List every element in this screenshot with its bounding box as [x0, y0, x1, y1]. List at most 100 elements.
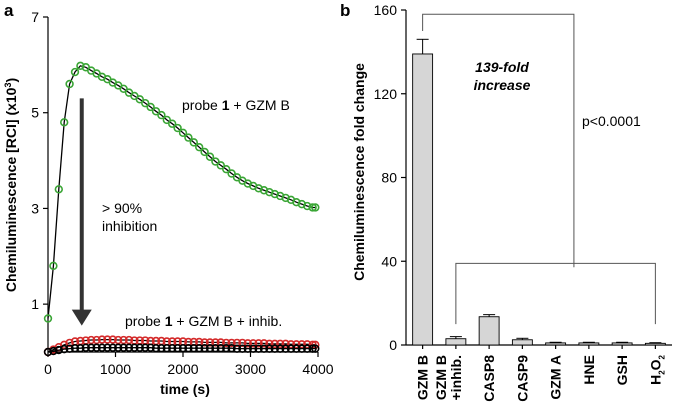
data-point-black: [92, 343, 101, 352]
panel-b-category-label: CASP9: [514, 355, 530, 402]
data-point-red: [249, 339, 258, 348]
data-point-red: [92, 335, 101, 345]
data-point-black: [168, 343, 177, 353]
category-label-line: H2O2: [647, 354, 666, 384]
panel-a-label: a: [4, 1, 14, 20]
data-point-green: [59, 118, 69, 127]
data-point-red: [276, 339, 285, 349]
data-point-red: [113, 335, 123, 345]
data-point-black: [49, 346, 58, 356]
data-point-green: [168, 119, 177, 128]
data-point-green: [211, 157, 220, 166]
annotation-probe-inhib-number: 1: [165, 313, 173, 329]
data-point-green: [195, 142, 204, 152]
data-point-black: [76, 343, 85, 353]
data-point-black: [189, 343, 199, 353]
panel-b-bars: [412, 38, 666, 346]
data-point-black: [178, 343, 188, 353]
data-point-red: [97, 335, 107, 344]
data-point-red: [259, 339, 269, 348]
annotation-probe-inhib: probe 1 + GZM B + inhib.: [125, 313, 282, 329]
data-point-red: [232, 338, 242, 348]
panel-a-y-axis-label-exponent: 3: [3, 83, 13, 88]
category-label-line: GZM A: [548, 355, 564, 400]
annotation-probe-gzmb-suffix: + GZM B: [230, 97, 290, 113]
bar: [578, 342, 600, 346]
data-point-red: [254, 339, 263, 348]
arrow-head: [71, 309, 92, 326]
data-point-green: [308, 203, 317, 212]
data-point-black: [173, 343, 182, 353]
panel-b-category-label: GZM B +inhib.: [433, 355, 464, 401]
panel-b-category-label: CASP8: [481, 355, 497, 402]
data-point-black: [97, 343, 107, 352]
data-point-green: [227, 169, 236, 178]
data-point-black: [216, 343, 226, 353]
bar: [478, 316, 500, 346]
data-point-red: [65, 338, 74, 348]
panel-a-y-tick-label: 1: [31, 296, 39, 312]
annotation-fold-line1: 139-fold: [475, 59, 529, 75]
data-point-green: [205, 152, 215, 161]
data-point-black: [205, 343, 215, 353]
bar: [644, 342, 666, 346]
data-point-green: [146, 102, 155, 112]
data-point-black: [254, 344, 263, 353]
data-point-red: [103, 335, 112, 344]
annotation-probe-inhib-suffix: + GZM B + inhib.: [173, 313, 283, 329]
data-point-black: [200, 343, 209, 353]
annotation-inhibition-percent: > 90%: [102, 200, 142, 216]
panel-b-y-tick-label: 80: [381, 170, 397, 186]
data-point-black: [243, 344, 253, 353]
data-point-black: [65, 344, 74, 353]
panel-b-label: b: [340, 1, 350, 20]
data-point-red: [86, 335, 96, 345]
data-point-black: [151, 343, 161, 353]
data-point-black: [130, 343, 139, 352]
data-point-black: [281, 344, 290, 353]
data-point-black: [195, 343, 204, 353]
panel-a-x-tick-label: 2000: [167, 361, 198, 377]
annotation-probe-gzmb-prefix: probe: [182, 97, 222, 113]
category-label-line: GSH: [614, 355, 630, 385]
data-point-black: [276, 344, 285, 353]
panel-b-category-label: GZM B: [415, 355, 431, 400]
data-point-black: [270, 344, 279, 353]
data-point-green: [178, 128, 188, 138]
category-label-line: GZM B: [433, 355, 449, 400]
data-point-black: [311, 344, 320, 353]
bar: [611, 342, 633, 346]
data-point-black: [54, 345, 63, 355]
data-point-black: [113, 343, 123, 352]
data-point-black: [70, 343, 80, 353]
data-point-red: [286, 340, 296, 349]
data-point-black: [146, 343, 155, 352]
data-point-green: [135, 95, 145, 104]
panel-a-y-tick-label: 7: [31, 9, 39, 25]
data-point-black: [259, 344, 269, 353]
data-point-red: [297, 340, 306, 349]
panel-a-x-axis-label: time (s): [160, 381, 210, 397]
data-point-black: [108, 343, 118, 352]
data-point-red: [281, 339, 290, 349]
data-point-green: [76, 61, 85, 71]
data-point-black: [303, 344, 312, 353]
data-point-green: [65, 79, 74, 89]
bracket-low: [455, 262, 656, 325]
data-point-green: [173, 123, 182, 133]
data-point-black: [119, 343, 128, 352]
panel-a-y-tick-label: 5: [31, 105, 39, 121]
data-point-red: [205, 338, 215, 347]
data-point-black: [103, 343, 112, 352]
annotation-inhibition-word: inhibition: [102, 218, 157, 234]
panel-a-series: [43, 61, 320, 357]
data-point-red: [243, 339, 253, 348]
data-point-green: [303, 201, 312, 211]
data-point-red: [119, 335, 128, 345]
bar: [545, 342, 567, 346]
panel-b-category-label: HNE: [581, 355, 597, 385]
data-point-green: [222, 164, 231, 174]
panel-b-category-label: H2O2: [647, 354, 666, 384]
